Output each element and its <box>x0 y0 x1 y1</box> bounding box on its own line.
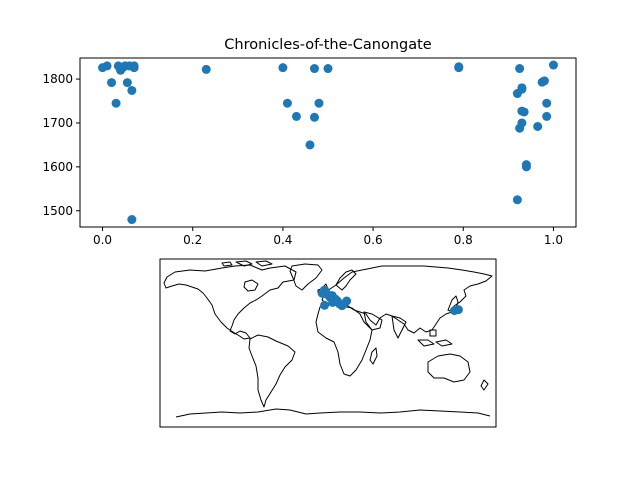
scatter-panel: Chronicles-of-the-Canongate 0.0 0.2 0.4 0.6… <box>42 37 577 247</box>
scandinavia-outline <box>335 269 357 291</box>
scatter-point <box>305 140 315 150</box>
scatter-point <box>539 76 549 86</box>
madagascar-outline <box>369 347 378 365</box>
map-location-point <box>342 296 352 306</box>
scatter-point <box>102 61 112 71</box>
scatter-point <box>517 83 527 93</box>
x-tick-label: 0.4 <box>273 233 292 247</box>
scatter-point <box>323 64 333 74</box>
scatter-point <box>129 61 139 71</box>
scatter-point <box>309 64 319 74</box>
scatter-point <box>521 160 531 170</box>
chart-title: Chronicles-of-the-Canongate <box>224 37 432 53</box>
scatter-point <box>314 98 324 108</box>
arctic-islands-outline <box>221 260 273 267</box>
scatter-point <box>512 195 522 205</box>
scatter-point <box>515 64 525 74</box>
x-tick-label: 0.6 <box>364 233 383 247</box>
x-tick-label: 1.0 <box>544 233 563 247</box>
scatter-point <box>201 64 211 74</box>
map-locations <box>317 285 463 316</box>
scatter-point <box>107 78 117 88</box>
scatter-point <box>542 98 552 108</box>
scatter-series <box>98 60 558 225</box>
y-axis: 1500 1600 1700 1800 <box>42 72 80 218</box>
india-outline <box>391 315 407 339</box>
scatter-point <box>519 107 529 117</box>
scatter-point <box>454 62 464 72</box>
scatter-point <box>548 60 558 70</box>
map-location-point <box>449 306 459 316</box>
scatter-point <box>291 111 301 121</box>
scatter-point <box>122 78 132 88</box>
south-america-outline <box>248 334 296 408</box>
map-location-point <box>320 300 330 310</box>
x-axis: 0.0 0.2 0.4 0.6 0.8 1.0 <box>93 227 563 247</box>
arabia-outline <box>363 311 383 331</box>
hudson-bay-outline <box>243 279 259 292</box>
scatter-point <box>533 121 543 131</box>
world-coastlines <box>163 260 493 418</box>
new-zealand-outline <box>480 379 489 391</box>
scatter-point <box>517 118 527 128</box>
indonesia-outline <box>417 329 453 347</box>
scatter-point <box>282 98 292 108</box>
x-tick-label: 0.0 <box>93 233 112 247</box>
scatter-point <box>278 63 288 73</box>
x-tick-label: 0.8 <box>454 233 473 247</box>
north-america-outline <box>163 264 297 340</box>
map-location-point <box>328 297 338 307</box>
x-tick-label: 0.2 <box>183 233 202 247</box>
scatter-point <box>309 112 319 122</box>
map-panel <box>159 258 497 428</box>
y-tick-label: 1700 <box>42 116 73 130</box>
australia-outline <box>427 353 471 383</box>
map-frame <box>159 258 497 428</box>
y-tick-label: 1800 <box>42 72 73 86</box>
y-tick-label: 1600 <box>42 160 73 174</box>
greenland-outline <box>289 263 323 291</box>
map-location-point <box>317 288 327 298</box>
scatter-point <box>542 111 552 121</box>
scatter-point <box>127 85 137 95</box>
scatter-point <box>127 215 137 225</box>
plot-frame <box>79 57 577 228</box>
africa-outline <box>315 303 373 377</box>
antarctica-outline <box>175 408 491 418</box>
scatter-point <box>111 98 121 108</box>
y-tick-label: 1500 <box>42 204 73 218</box>
